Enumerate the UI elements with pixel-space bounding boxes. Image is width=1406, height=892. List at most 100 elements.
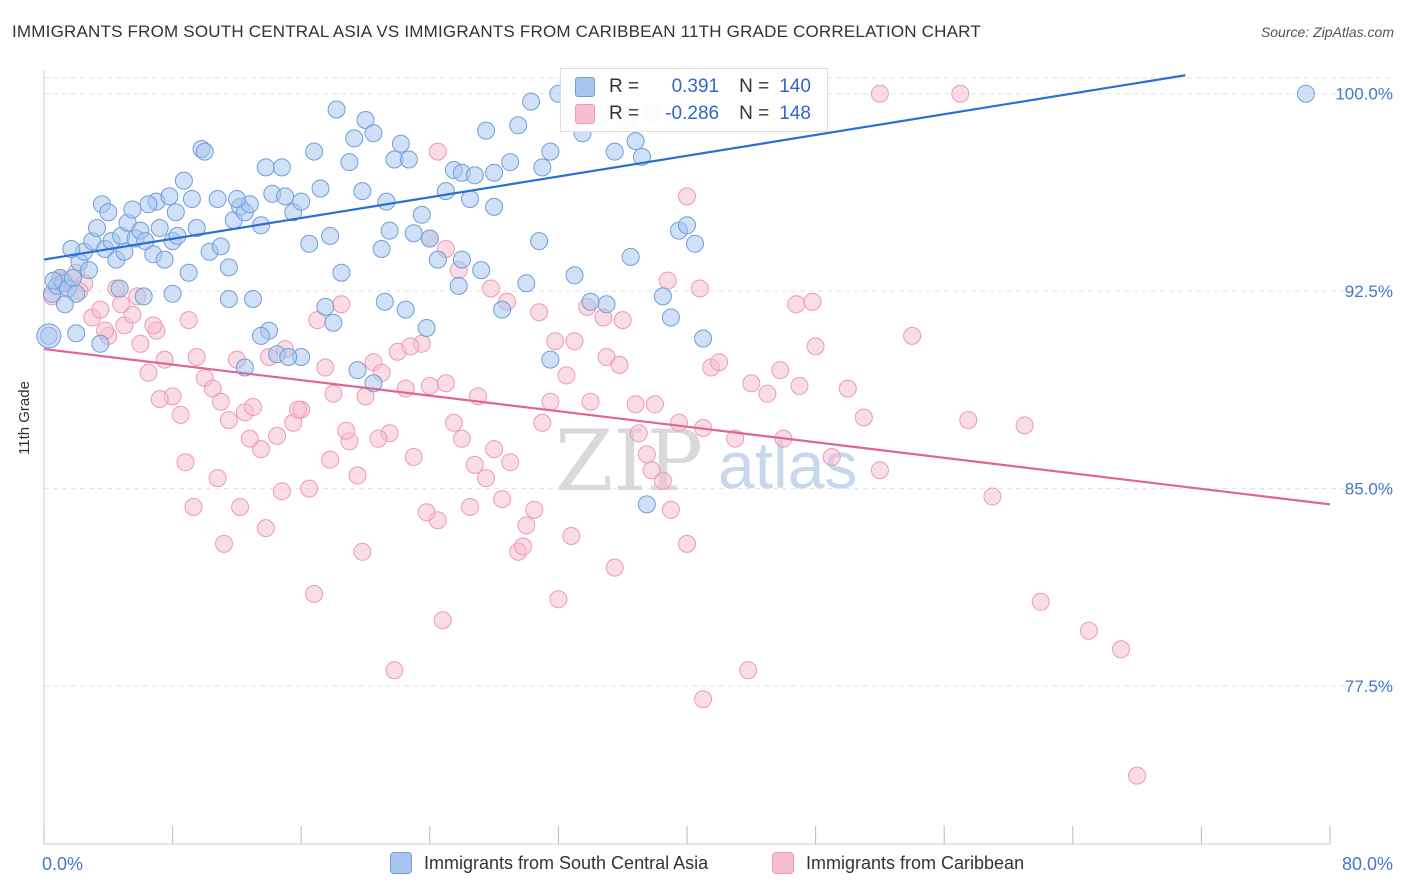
data-point	[477, 469, 496, 488]
data-point	[99, 203, 118, 222]
data-point	[123, 200, 142, 219]
data-point	[661, 308, 680, 327]
data-point	[903, 326, 922, 345]
data-point	[353, 542, 372, 561]
data-point	[380, 221, 399, 240]
data-point	[211, 392, 230, 411]
data-point	[166, 203, 185, 222]
data-point	[493, 490, 512, 509]
data-point	[983, 487, 1002, 506]
data-point	[806, 337, 825, 356]
blue-swatch	[575, 77, 595, 97]
data-point	[678, 216, 696, 235]
data-point	[332, 263, 351, 282]
data-point	[80, 261, 98, 280]
data-point	[134, 287, 153, 306]
data-point	[428, 142, 447, 161]
data-point	[227, 190, 246, 208]
data-point	[311, 179, 330, 198]
data-point	[208, 469, 227, 488]
data-point-large	[36, 323, 62, 349]
data-point	[803, 292, 822, 311]
data-point	[420, 229, 439, 248]
data-point	[465, 166, 484, 185]
legend-item-caribbean[interactable]: Immigrants from Caribbean	[772, 852, 1024, 874]
data-point	[1031, 592, 1050, 611]
data-point	[420, 376, 439, 395]
data-point	[626, 132, 645, 151]
data-point	[171, 405, 190, 424]
data-point	[219, 411, 238, 430]
data-point	[321, 226, 340, 245]
data-point	[208, 190, 227, 208]
grid-lines	[44, 77, 1390, 687]
data-point	[477, 121, 496, 140]
data-point	[533, 413, 552, 432]
trend-lines	[43, 74, 1331, 506]
y-tick-labels: 77.5% 85.0% 92.5% 100.0%	[1335, 85, 1393, 696]
data-point	[252, 440, 270, 459]
data-point	[1112, 640, 1130, 659]
data-point	[1296, 84, 1315, 103]
data-point	[670, 413, 688, 432]
n-value-blue: 140	[779, 76, 811, 97]
trend-line-caribbean	[43, 347, 1331, 506]
stat-row-pink: R = -0.286 N = 148	[575, 101, 811, 127]
legend-label-caribbean: Immigrants from Caribbean	[806, 852, 1025, 873]
data-point	[452, 429, 471, 448]
data-point	[139, 195, 158, 214]
data-point	[305, 584, 324, 603]
data-point	[485, 440, 504, 459]
data-point	[597, 348, 616, 366]
y-tick-label: 92.5%	[1345, 282, 1393, 301]
n-label: N =	[739, 103, 770, 124]
data-point	[348, 361, 367, 380]
data-point	[305, 142, 324, 161]
data-point	[321, 450, 340, 469]
data-point	[324, 384, 343, 403]
legend-swatch-blue	[390, 852, 412, 874]
data-point	[436, 182, 455, 201]
data-point	[637, 445, 656, 464]
legend-item-south-central-asia[interactable]: Immigrants from South Central Asia	[390, 852, 708, 874]
data-point	[690, 279, 709, 298]
data-point	[710, 353, 729, 372]
data-point	[444, 413, 463, 432]
data-point	[219, 290, 238, 308]
r-label: R =	[609, 103, 640, 124]
data-point	[870, 84, 889, 103]
data-point	[645, 395, 664, 414]
data-point	[461, 498, 479, 516]
data-point	[629, 424, 648, 443]
data-point	[244, 290, 262, 308]
data-point	[525, 500, 544, 519]
data-point	[215, 534, 233, 553]
data-point	[67, 284, 86, 303]
data-point	[112, 295, 131, 314]
data-point	[88, 219, 106, 237]
source-credit: Source: ZipAtlas.com	[1260, 24, 1394, 40]
data-point	[605, 558, 624, 577]
axes	[43, 70, 1331, 845]
data-point	[485, 197, 504, 216]
x-tick-label-max: 80.0%	[1342, 854, 1393, 874]
data-point	[337, 421, 356, 440]
data-point	[694, 329, 713, 348]
data-point	[67, 324, 86, 343]
data-point	[396, 300, 415, 319]
data-point	[726, 429, 745, 448]
data-point	[493, 300, 512, 319]
data-point	[838, 379, 857, 398]
data-point	[621, 247, 640, 266]
y-tick-label: 77.5%	[1345, 677, 1393, 696]
data-point	[279, 348, 298, 366]
data-point	[758, 384, 777, 403]
data-point	[822, 448, 841, 466]
data-point	[412, 205, 431, 224]
data-point	[658, 271, 677, 290]
data-point	[372, 240, 391, 258]
data-point	[174, 171, 193, 190]
data-point	[219, 258, 238, 277]
data-point	[678, 534, 696, 553]
data-point	[110, 279, 129, 298]
